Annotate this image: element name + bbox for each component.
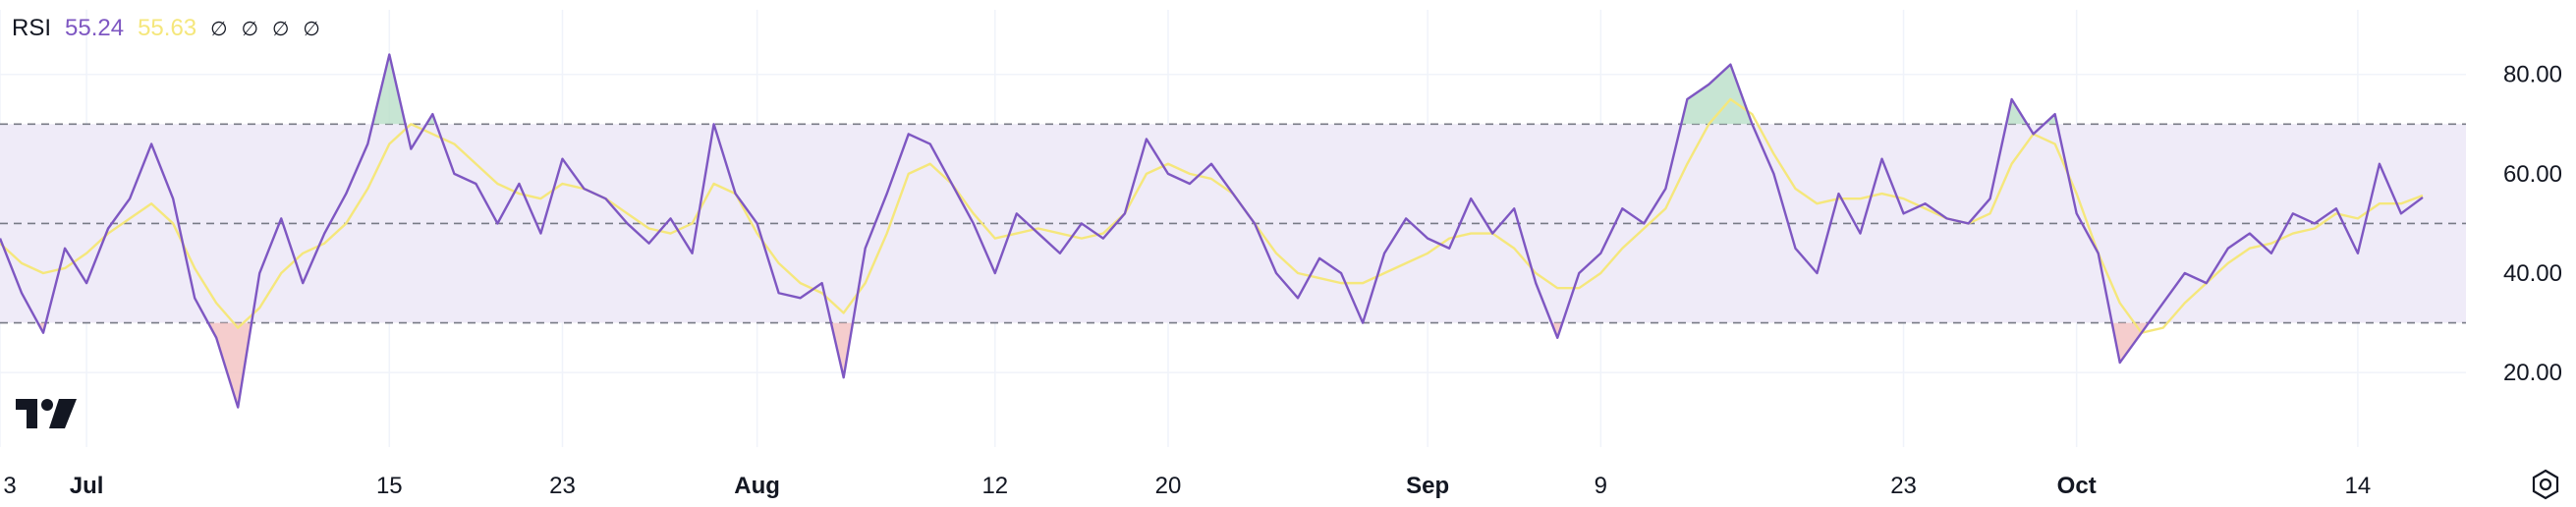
oversold-fill-2	[830, 322, 853, 378]
y-tick-label: 80.00	[2503, 62, 2562, 88]
settings-hexagon-icon[interactable]	[2529, 468, 2562, 501]
x-tick-label: 14	[2345, 473, 2372, 499]
oversold-fill-4	[2111, 322, 2150, 364]
overbought-fill-0	[372, 54, 406, 125]
rsi-value: 55.24	[65, 15, 125, 41]
ma-line	[0, 97, 2424, 334]
hidden-value-4: ∅	[303, 18, 320, 40]
x-tick-label: Sep	[1406, 473, 1449, 499]
x-tick-label: 23	[1890, 473, 1917, 499]
overbought-fill-2	[1681, 64, 1753, 125]
x-axis: 3 Jul 15 23 Aug 12 20 Sep 9 23 Oct 14	[3, 473, 2371, 499]
indicator-name[interactable]: RSI	[12, 15, 52, 41]
x-tick-label: 12	[981, 473, 1008, 499]
x-tick-label: 3	[3, 473, 16, 499]
hidden-value-2: ∅	[241, 18, 258, 40]
y-axis: 80.00 60.00 40.00 20.00	[2503, 62, 2562, 386]
rsi-band-layer	[0, 123, 2466, 324]
tradingview-logo-icon[interactable]	[14, 397, 79, 430]
x-tick-label: Oct	[2057, 473, 2097, 499]
hidden-value-1: ∅	[210, 18, 228, 40]
x-tick-label: 9	[1595, 473, 1607, 499]
series-layer	[0, 53, 2424, 409]
y-tick-label: 20.00	[2503, 360, 2562, 386]
x-tick-label: Aug	[734, 473, 780, 499]
hidden-value-3: ∅	[271, 18, 290, 40]
x-tick-label: 20	[1155, 473, 1182, 499]
x-tick-label: 15	[376, 473, 403, 499]
x-tick-label: Jul	[70, 473, 104, 499]
indicator-legend: RSI 55.24 55.63 ∅ ∅ ∅ ∅	[12, 12, 320, 45]
ma-value: 55.63	[138, 15, 197, 41]
x-tick-label: 23	[549, 473, 576, 499]
y-tick-label: 40.00	[2503, 260, 2562, 287]
y-tick-label: 60.00	[2503, 161, 2562, 188]
rsi-line	[0, 53, 2424, 409]
